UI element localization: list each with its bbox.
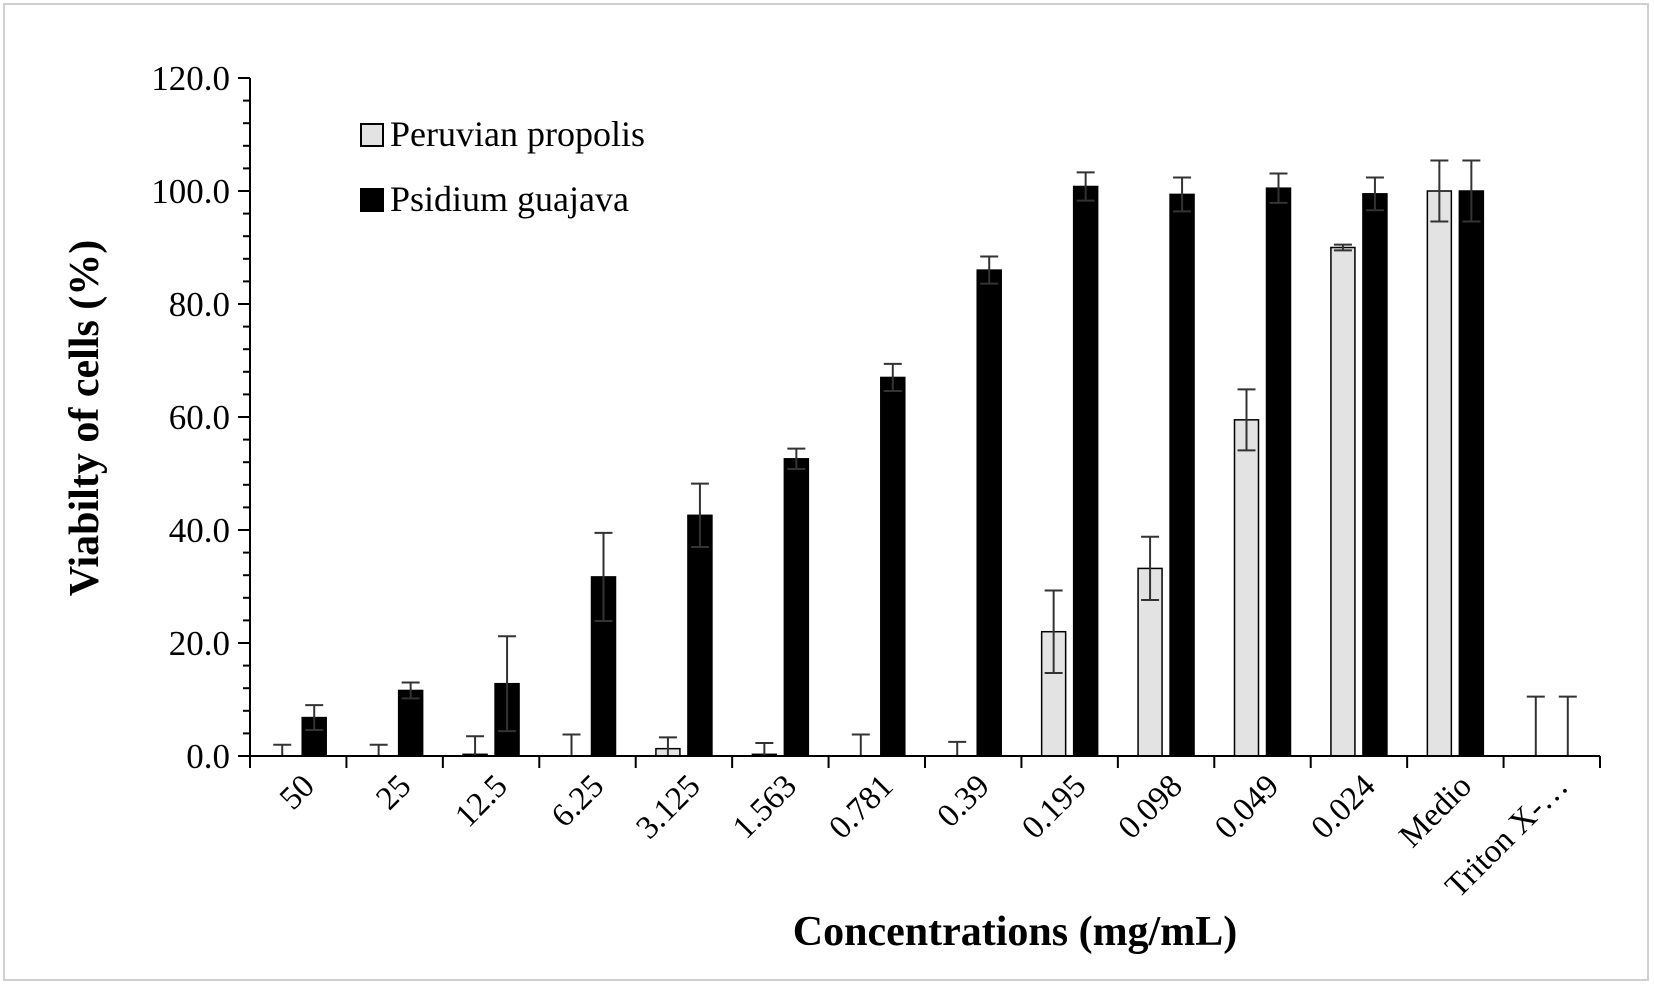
y-tick-label: 0.0 bbox=[186, 737, 230, 776]
legend-swatch-peruvian-propolis bbox=[360, 123, 384, 147]
x-tick-label: 50 bbox=[273, 768, 322, 817]
x-axis-title: Concentrations (mg/mL) bbox=[793, 909, 1237, 955]
bar-psidium-guajava bbox=[880, 376, 906, 757]
y-tick-label: 20.0 bbox=[169, 624, 230, 663]
x-axis-ticks bbox=[249, 756, 1601, 768]
bar-peruvian-propolis bbox=[1426, 190, 1453, 757]
error-bars bbox=[273, 159, 1577, 756]
y-tick-label: 40.0 bbox=[169, 511, 230, 550]
bar-psidium-guajava bbox=[1362, 193, 1388, 757]
y-tick-label: 80.0 bbox=[169, 285, 230, 324]
y-tick-label: 60.0 bbox=[169, 398, 230, 437]
y-axis-title: Viabilty of cells (%) bbox=[62, 240, 108, 597]
bar-psidium-guajava bbox=[783, 458, 810, 757]
bar-psidium-guajava bbox=[397, 689, 424, 757]
bar-psidium-guajava bbox=[1169, 193, 1195, 757]
x-tick-label: 0.39 bbox=[931, 768, 997, 834]
x-tick-label: 3.125 bbox=[630, 768, 708, 846]
x-tick-label: 25 bbox=[370, 768, 419, 817]
bar-psidium-guajava bbox=[1458, 190, 1485, 757]
x-tick-label: Medio bbox=[1393, 768, 1479, 854]
bar-peruvian-propolis bbox=[1330, 246, 1356, 757]
bar-psidium-guajava bbox=[1265, 187, 1292, 757]
y-tick-label: 100.0 bbox=[151, 172, 230, 211]
x-tick-label: 0.098 bbox=[1112, 768, 1190, 846]
x-tick-label: 12.5 bbox=[448, 768, 514, 834]
x-tick-label: 0.781 bbox=[822, 768, 900, 846]
chart-frame bbox=[3, 3, 1649, 981]
legend: Peruvian propolis Psidium guajava bbox=[360, 114, 645, 219]
x-tick-label: 6.25 bbox=[545, 768, 611, 834]
bar-psidium-guajava bbox=[687, 514, 713, 757]
x-tick-label: 0.024 bbox=[1305, 768, 1383, 846]
legend-swatch-psidium-guajava bbox=[360, 188, 384, 212]
y-axis-ticks: 0.0 20.0 40.0 60.0 80.0 100.0 120.0 bbox=[151, 59, 250, 776]
x-tick-label: 0.049 bbox=[1208, 768, 1286, 846]
legend-label-psidium-guajava: Psidium guajava bbox=[390, 179, 629, 219]
bar-psidium-guajava bbox=[1072, 185, 1099, 757]
x-tick-label: 1.563 bbox=[726, 768, 804, 846]
legend-label-peruvian-propolis: Peruvian propolis bbox=[390, 114, 645, 154]
bars bbox=[301, 185, 1485, 757]
bar-peruvian-propolis bbox=[1040, 630, 1067, 757]
y-tick-label: 120.0 bbox=[151, 59, 230, 98]
x-axis-labels: 50 25 12.5 6.25 3.125 1.563 0.781 0.39 0.195 0.09… bbox=[273, 768, 1575, 905]
bar-peruvian-propolis bbox=[1233, 419, 1260, 757]
bar-psidium-guajava bbox=[976, 269, 1002, 757]
x-tick-label: 0.195 bbox=[1015, 768, 1093, 846]
